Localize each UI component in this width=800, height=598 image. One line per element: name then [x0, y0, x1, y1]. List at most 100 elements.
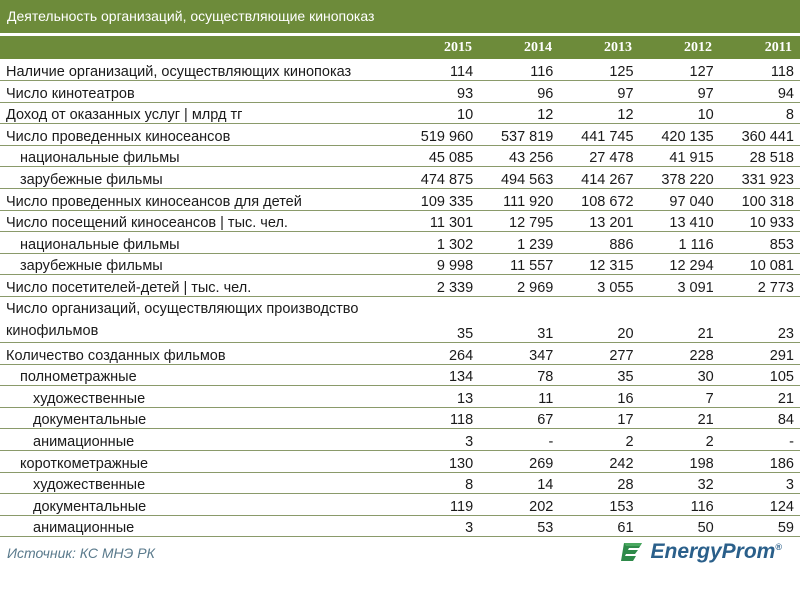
row-value: 100 318 [719, 188, 800, 211]
row-value: 118 [398, 407, 480, 430]
row-value: 59 [719, 515, 800, 538]
row-value: 125 [559, 59, 640, 82]
row-value: 10 933 [719, 210, 800, 233]
row-label: Доход от оказанных услуг | млрд тг [0, 102, 399, 125]
year-header: 2012 [684, 40, 712, 55]
row-value: 2 [639, 428, 720, 451]
row-value: 118 [719, 59, 800, 82]
year-header: 2015 [444, 40, 472, 55]
year-header-row: 2015 2014 2013 2012 2011 [0, 36, 800, 59]
row-label: короткометражные [0, 450, 399, 473]
row-label: документальные [0, 407, 399, 430]
row-value: 45 085 [398, 145, 480, 168]
row-value: - [719, 428, 800, 451]
row-label: полнометражные [0, 364, 399, 387]
table-row: Число посещений киносеансов | тыс. чел. 1… [0, 210, 800, 233]
row-value: 97 040 [639, 188, 720, 211]
table-row: национальные фильмы 45 085 43 256 27 478 41 … [0, 145, 800, 168]
row-value: 16 [559, 385, 640, 408]
row-value: 13 [398, 385, 480, 408]
table-row: документальные 118 67 17 21 84 [0, 407, 800, 430]
row-value: 21 [719, 385, 800, 408]
row-label: анимационные [0, 515, 399, 538]
row-value: 13 410 [639, 210, 720, 233]
table-row: Доход от оказанных услуг | млрд тг 10 12 12… [0, 102, 800, 125]
row-value: 3 [398, 428, 480, 451]
row-value: 17 [559, 407, 640, 430]
row-value: 35 [559, 364, 640, 387]
row-value: 474 875 [398, 166, 480, 190]
footer: Источник: КС МНЭ РК EnergyProm® [0, 537, 800, 577]
table-row: художественные 13 11 16 7 21 [0, 385, 800, 408]
row-label: Наличие организаций, осуществляющих кино… [0, 59, 399, 82]
row-value: 2 969 [479, 274, 560, 298]
row-value: 519 960 [398, 123, 480, 146]
row-label: национальные фильмы [0, 231, 399, 254]
row-value: 12 315 [559, 253, 640, 276]
row-value: 130 [398, 450, 480, 473]
table-row: Наличие организаций, осуществляющих кино… [0, 59, 800, 82]
row-label: Число проведенных киносеансов для детей [0, 188, 399, 211]
row-value: 114 [398, 59, 480, 82]
row-value: 41 915 [639, 145, 720, 168]
row-value: 414 267 [559, 166, 640, 190]
row-value: 14 [479, 472, 560, 495]
table-row: Число организаций, осуществляющих произв… [0, 296, 800, 344]
year-header: 2011 [764, 40, 792, 55]
logo-wordmark: EnergyProm [650, 540, 776, 564]
row-value: 53 [479, 515, 560, 538]
row-value: 3 [719, 472, 800, 495]
header-label-cell [0, 36, 398, 59]
row-value: 116 [639, 493, 720, 516]
row-value: 3 055 [559, 274, 640, 298]
table-row: Число посетителей-детей | тыс. чел. 2 339… [0, 274, 800, 298]
row-value: 242 [559, 450, 640, 473]
energyprom-logo: EnergyProm® [620, 539, 782, 565]
row-value: 50 [639, 515, 720, 538]
row-label: Число кинотеатров [0, 80, 399, 103]
row-value: 43 256 [479, 145, 560, 168]
row-value: 31 [479, 296, 560, 344]
row-value: 11 557 [479, 253, 560, 276]
row-value: 8 [719, 102, 800, 125]
table-row: Число проведенных киносеансов 519 960 537 … [0, 123, 800, 146]
row-value: 153 [559, 493, 640, 516]
table-row: Число проведенных киносеансов для детей 1… [0, 188, 800, 211]
row-value: 331 923 [719, 166, 800, 190]
table-row: национальные фильмы 1 302 1 239 886 1 116 853 [0, 231, 800, 254]
row-value: 186 [719, 450, 800, 473]
row-value: 1 302 [398, 231, 480, 254]
row-value: 12 294 [639, 253, 720, 276]
row-value: 124 [719, 493, 800, 516]
row-value: 67 [479, 407, 560, 430]
data-table: Наличие организаций, осуществляющих кино… [0, 59, 800, 538]
row-value: 119 [398, 493, 480, 516]
row-value: 264 [398, 342, 480, 365]
row-value: 27 478 [559, 145, 640, 168]
row-value: 20 [559, 296, 640, 344]
row-value: 291 [719, 342, 800, 365]
logo-trademark: ® [775, 542, 782, 553]
row-label: зарубежные фильмы [0, 253, 399, 276]
row-value: 8 [398, 472, 480, 495]
row-value: 441 745 [559, 123, 640, 146]
row-value: 853 [719, 231, 800, 254]
table-row: зарубежные фильмы 9 998 11 557 12 315 12 294… [0, 253, 800, 276]
table-row: анимационные 3-2 2- [0, 428, 800, 451]
row-value: 96 [479, 80, 560, 103]
row-value: 12 795 [479, 210, 560, 233]
row-value: 10 [639, 102, 720, 125]
row-value: 93 [398, 80, 480, 103]
row-value: 21 [639, 296, 720, 344]
logo-text: EnergyProm® [650, 540, 782, 564]
row-value: 347 [479, 342, 560, 365]
row-value: 378 220 [639, 166, 720, 190]
row-value: 97 [639, 80, 720, 103]
row-value: 134 [398, 364, 480, 387]
row-value: 537 819 [479, 123, 560, 146]
row-value: 3 091 [639, 274, 720, 298]
row-value: 109 335 [398, 188, 480, 211]
row-value: 105 [719, 364, 800, 387]
row-value: 23 [719, 296, 800, 344]
row-value: 1 116 [639, 231, 720, 254]
